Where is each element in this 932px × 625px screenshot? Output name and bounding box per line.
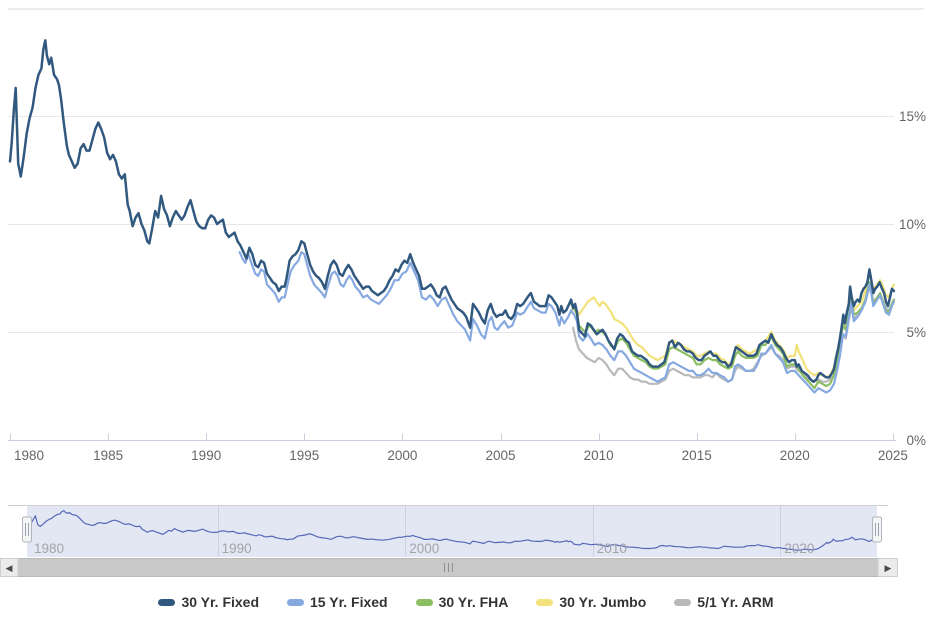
y-axis-label: 5%: [906, 325, 926, 340]
series-line-15-yr-fixed: [238, 251, 896, 394]
navigator-axis-label: 1990: [222, 541, 252, 556]
navigator-axis-label: 1980: [34, 541, 64, 556]
chart-legend: 30 Yr. Fixed 15 Yr. Fixed 30 Yr. FHA 30 Yr.…: [0, 594, 932, 610]
legend-marker-icon: [158, 598, 176, 606]
x-axis-label: 1985: [93, 448, 123, 463]
navigator-axis-label: 2020: [784, 541, 814, 556]
x-axis-label: 2000: [387, 448, 417, 463]
legend-marker-icon: [536, 598, 554, 606]
series-line-30-yr-fixed: [8, 39, 896, 383]
scrollbar-left-button[interactable]: [0, 558, 19, 577]
scrollbar-left-arrow-icon: ◀: [6, 563, 13, 573]
x-axis-label: 1980: [14, 448, 44, 463]
y-axis-label: 0%: [906, 433, 926, 448]
x-axis-label: 2015: [682, 448, 712, 463]
chart-canvas: 1980 1985 1990 1995 2000 2005 2010 2015 2020 2025…: [0, 8, 926, 577]
navigator-left-handle[interactable]: [22, 516, 32, 543]
scrollbar-right-arrow-icon: ▶: [885, 563, 892, 573]
navigator-axis-label: 2010: [597, 541, 627, 556]
legend-item-30-yr-jumbo[interactable]: 30 Yr. Jumbo: [536, 594, 646, 610]
scrollbar: ◀ ▶: [0, 558, 898, 577]
navigator-selected-range[interactable]: [27, 506, 877, 557]
x-axis-label: 2005: [485, 448, 515, 463]
x-axis-label: 1995: [289, 448, 319, 463]
x-axis-label: 2010: [584, 448, 614, 463]
legend-marker-icon: [415, 598, 433, 606]
x-axis-label: 1990: [191, 448, 221, 463]
main-chart: 1980 1985 1990 1995 2000 2005 2010 2015 2020 2025…: [8, 8, 926, 463]
legend-item-label: 30 Yr. Jumbo: [559, 594, 647, 610]
legend-item-15-yr-fixed[interactable]: 15 Yr. Fixed: [287, 594, 388, 610]
legend-item-label: 30 Yr. Fixed: [181, 594, 260, 610]
navigator-series-line: [29, 509, 876, 551]
legend-item-label: 15 Yr. Fixed: [310, 594, 388, 610]
y-axis-label: 10%: [899, 217, 926, 232]
series-line-30-yr-fha: [569, 281, 896, 390]
legend-item-label: 5/1 Yr. ARM: [697, 594, 774, 610]
y-axis-label: 15%: [899, 109, 926, 124]
legend-item-30-yr-fha[interactable]: 30 Yr. FHA: [415, 594, 509, 610]
navigator-right-handle[interactable]: [872, 516, 882, 543]
scrollbar-right-button[interactable]: [877, 558, 898, 577]
navigator-axis-label: 2000: [409, 541, 439, 556]
x-axis-label: 2025: [878, 448, 908, 463]
legend-item-30-yr-fixed[interactable]: 30 Yr. Fixed: [158, 594, 259, 610]
mortgage-rates-chart-widget: 1980 1985 1990 1995 2000 2005 2010 2015 2020 2025…: [0, 8, 932, 610]
legend-item-5-1-yr-arm[interactable]: 5/1 Yr. ARM: [674, 594, 774, 610]
navigator: 1980 1990 2000 2010 2020: [8, 505, 888, 557]
legend-marker-icon: [287, 598, 305, 606]
legend-marker-icon: [674, 598, 692, 606]
x-axis-label: 2020: [780, 448, 810, 463]
legend-item-label: 30 Yr. FHA: [438, 594, 509, 610]
